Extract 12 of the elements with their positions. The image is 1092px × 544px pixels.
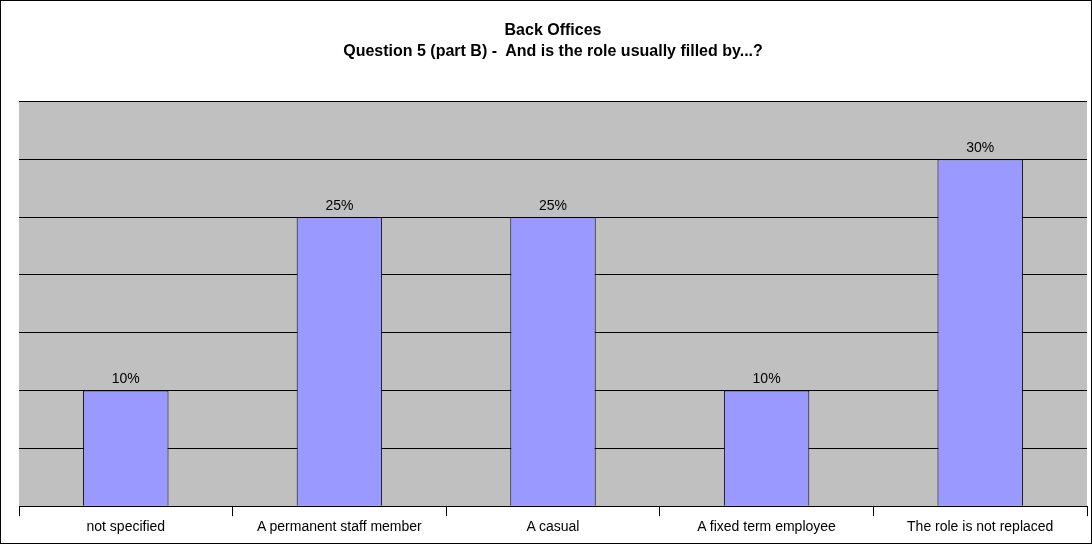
x-tick-label: A fixed term employee [697, 518, 837, 535]
data-label: 25% [325, 196, 354, 213]
data-label: 25% [538, 196, 568, 213]
data-label: 30% [966, 139, 995, 156]
x-tick-label: A permanent staff member [257, 518, 423, 535]
data-label: 10% [752, 370, 781, 387]
x-tick-label: A casual [526, 518, 580, 535]
chart-title: Back Offices [504, 21, 602, 39]
data-label: 10% [111, 370, 140, 387]
x-tick-label: not specified [86, 518, 166, 535]
chart-subtitle: Question 5 (part B) - And is the role usually filled by...? [343, 42, 763, 60]
x-tick-label: The role is not replaced [907, 518, 1054, 535]
